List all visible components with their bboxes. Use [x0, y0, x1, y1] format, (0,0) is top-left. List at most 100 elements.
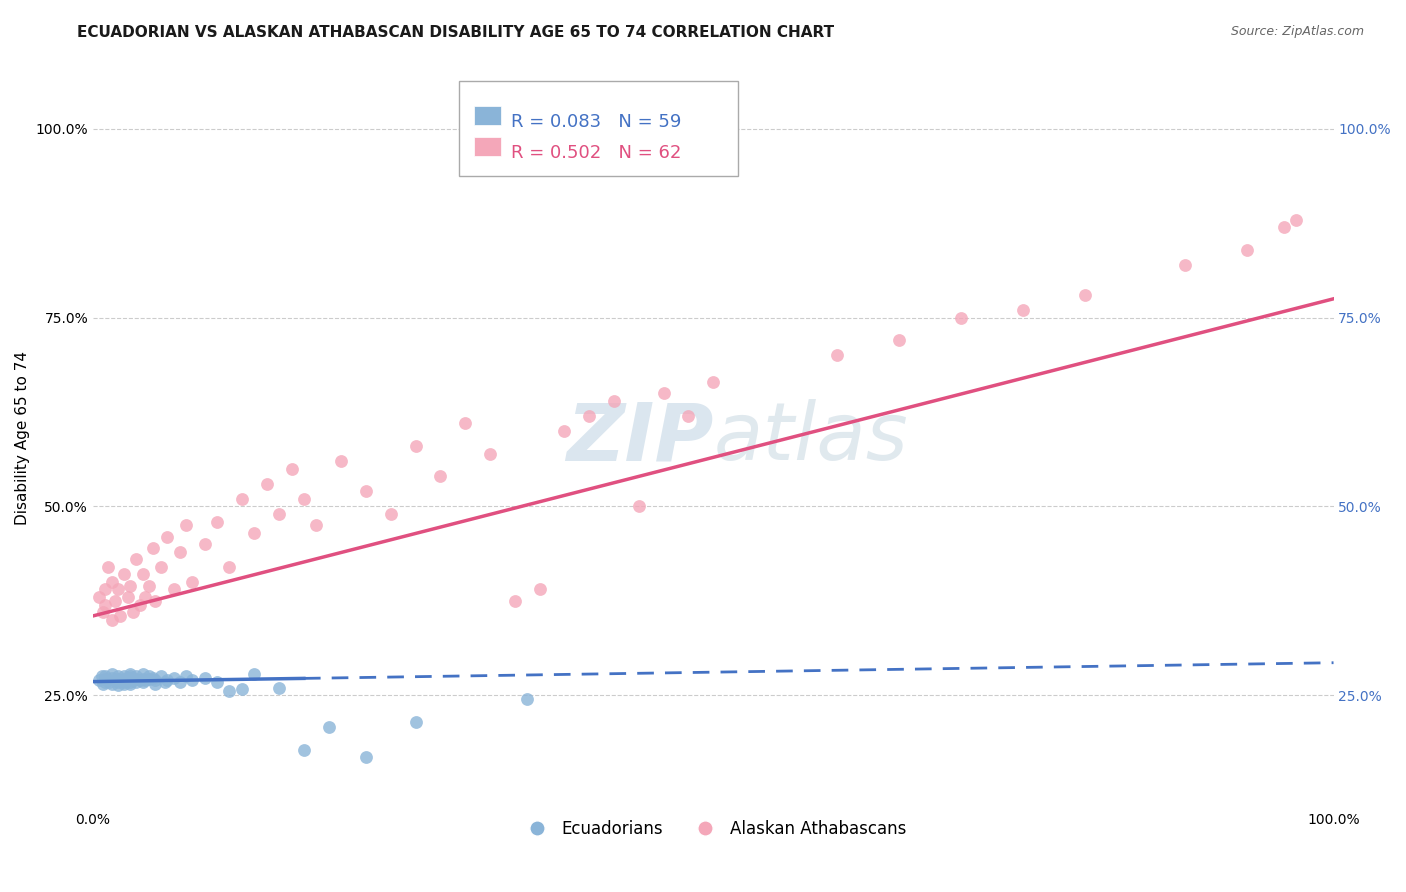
Point	[120, 671, 142, 685]
Point	[94, 598, 117, 612]
Text: ECUADORIAN VS ALASKAN ATHABASCAN DISABILITY AGE 65 TO 74 CORRELATION CHART: ECUADORIAN VS ALASKAN ATHABASCAN DISABIL…	[77, 25, 834, 40]
Point	[330, 454, 353, 468]
Point	[97, 559, 120, 574]
Text: Source: ZipAtlas.com: Source: ZipAtlas.com	[1230, 25, 1364, 38]
Point	[950, 310, 973, 325]
Point	[169, 674, 191, 689]
Point	[150, 559, 173, 574]
Point	[104, 673, 127, 687]
Point	[100, 677, 122, 691]
Point	[1174, 258, 1197, 272]
Text: ZIP: ZIP	[565, 400, 713, 477]
Point	[174, 669, 197, 683]
Point	[503, 594, 526, 608]
Point	[98, 674, 121, 689]
Point	[100, 667, 122, 681]
Point	[129, 598, 152, 612]
Point	[454, 417, 477, 431]
Point	[112, 672, 135, 686]
Point	[94, 672, 117, 686]
Point	[150, 669, 173, 683]
Point	[91, 605, 114, 619]
Point	[578, 409, 600, 423]
Point	[100, 671, 122, 685]
Point	[142, 541, 165, 555]
Point	[121, 605, 143, 619]
Point	[405, 714, 427, 729]
Point	[107, 678, 129, 692]
Point	[231, 491, 253, 506]
Point	[134, 673, 156, 687]
Point	[104, 594, 127, 608]
Point	[138, 672, 160, 686]
Point	[292, 742, 315, 756]
Point	[1285, 212, 1308, 227]
Point	[134, 590, 156, 604]
Text: R = 0.083   N = 59: R = 0.083 N = 59	[510, 113, 682, 131]
Point	[142, 671, 165, 685]
Point	[318, 720, 340, 734]
Point	[117, 590, 139, 604]
Point	[110, 608, 132, 623]
Text: atlas: atlas	[713, 400, 908, 477]
Point	[405, 439, 427, 453]
Point	[131, 672, 153, 686]
Point	[107, 674, 129, 689]
Point	[143, 594, 166, 608]
Point	[91, 677, 114, 691]
Point	[94, 582, 117, 597]
Point	[380, 507, 402, 521]
Point	[107, 672, 129, 686]
Point	[181, 673, 204, 687]
Text: R = 0.502   N = 62: R = 0.502 N = 62	[510, 144, 682, 162]
Point	[205, 674, 228, 689]
Point	[131, 674, 153, 689]
FancyBboxPatch shape	[458, 81, 738, 176]
Y-axis label: Disability Age 65 to 74: Disability Age 65 to 74	[15, 351, 30, 525]
Point	[603, 393, 626, 408]
Point	[553, 424, 575, 438]
Point	[117, 673, 139, 687]
Point	[131, 667, 153, 681]
Point	[97, 673, 120, 687]
Point	[627, 500, 650, 514]
Point	[354, 750, 377, 764]
Point	[153, 674, 176, 689]
Point	[163, 671, 186, 685]
Point	[218, 684, 240, 698]
Point	[231, 682, 253, 697]
Point	[516, 692, 538, 706]
Point	[1272, 220, 1295, 235]
Point	[678, 409, 700, 423]
Point	[269, 507, 291, 521]
Point	[429, 469, 451, 483]
Point	[138, 579, 160, 593]
Point	[889, 334, 911, 348]
Point	[125, 674, 148, 689]
Point	[243, 525, 266, 540]
Point	[269, 681, 291, 695]
Point	[243, 667, 266, 681]
Point	[100, 574, 122, 589]
Point	[479, 446, 502, 460]
Point	[125, 669, 148, 683]
Point	[112, 669, 135, 683]
Bar	[474, 106, 501, 125]
Point	[280, 461, 302, 475]
Point	[256, 476, 278, 491]
Point	[129, 673, 152, 687]
Point	[112, 677, 135, 691]
Point	[305, 518, 328, 533]
Point	[194, 671, 217, 685]
Point	[1236, 243, 1258, 257]
Point	[529, 582, 551, 597]
Point	[112, 567, 135, 582]
Point	[143, 673, 166, 687]
Point	[110, 673, 132, 687]
Bar	[474, 137, 501, 156]
Point	[120, 677, 142, 691]
Point	[100, 613, 122, 627]
Point	[125, 672, 148, 686]
Point	[89, 673, 111, 687]
Point	[194, 537, 217, 551]
